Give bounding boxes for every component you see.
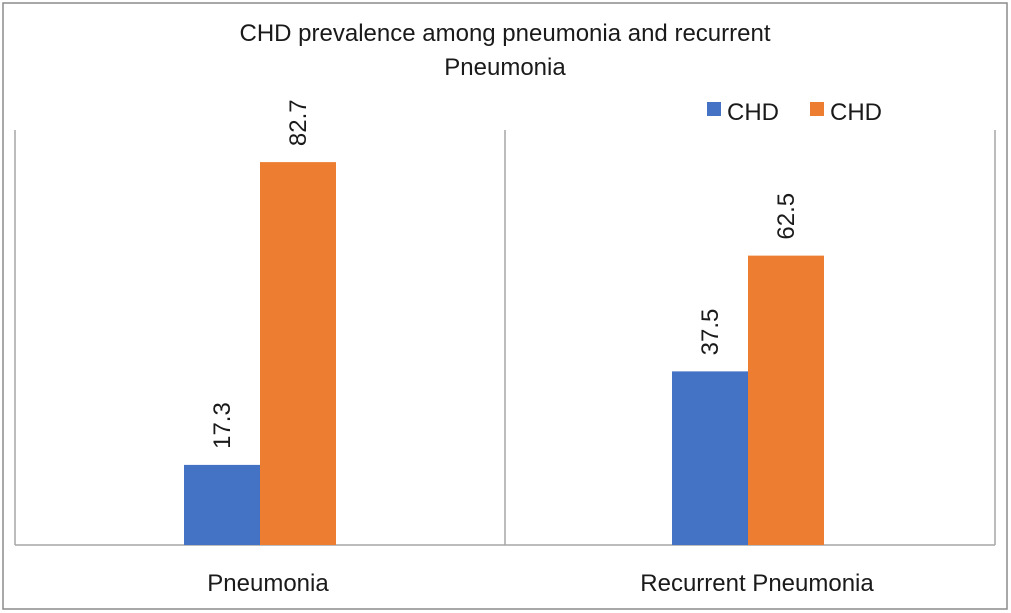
- data-labels-layer: 17.3 82.7 37.5 62.5: [209, 99, 800, 449]
- bar-pneumonia-series-1: [184, 464, 260, 545]
- legend: CHD CHD: [707, 99, 882, 126]
- data-label-pneumonia-series-1: 17.3: [209, 402, 236, 449]
- data-label-recurrent-pneumonia-series-2: 62.5: [773, 193, 800, 240]
- chart-title-line1: CHD prevalence among pneumonia and recur…: [240, 20, 771, 47]
- data-label-recurrent-pneumonia-series-1: 37.5: [697, 309, 724, 356]
- bar-recurrent-pneumonia-series-2: [748, 255, 824, 545]
- legend-label-series-1: CHD: [727, 99, 779, 126]
- category-label-recurrent-pneumonia: Recurrent Pneumonia: [640, 570, 874, 597]
- bars-layer: [184, 162, 824, 545]
- legend-label-series-2: CHD: [830, 99, 882, 126]
- legend-swatch-series-2: [810, 102, 824, 116]
- legend-swatch-series-1: [707, 102, 721, 116]
- bar-recurrent-pneumonia-series-1: [672, 371, 748, 545]
- bar-pneumonia-series-2: [260, 162, 336, 545]
- chart-title-line2: Pneumonia: [444, 54, 566, 81]
- category-label-pneumonia: Pneumonia: [207, 570, 329, 597]
- data-label-pneumonia-series-2: 82.7: [285, 99, 312, 146]
